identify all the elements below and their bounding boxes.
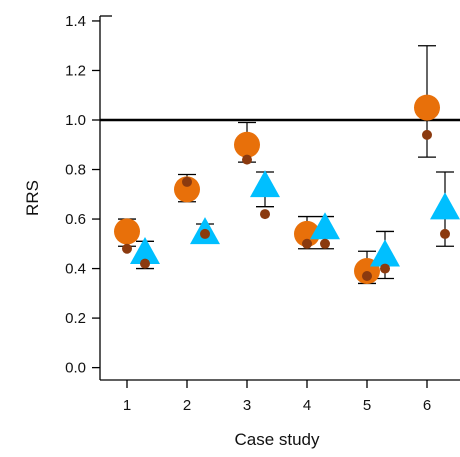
y-tick-label: 0.6 xyxy=(65,211,86,228)
y-tick-label: 1.4 xyxy=(65,13,86,30)
brown-dot-point xyxy=(200,228,210,239)
orange-circle-point xyxy=(114,218,140,245)
brown-dot-point xyxy=(302,238,312,249)
error-bar-layer xyxy=(118,45,454,285)
y-tick-label: 0.4 xyxy=(65,261,86,278)
x-axis-title: Case study xyxy=(234,430,320,449)
x-tick-label: 1 xyxy=(123,397,131,414)
blue-triangle-point xyxy=(310,212,340,240)
x-tick-label: 5 xyxy=(363,397,371,414)
blue-triangle-point xyxy=(130,236,160,264)
orange-circle-point xyxy=(174,176,200,203)
orange-circle-point xyxy=(234,131,260,158)
x-tick-label: 2 xyxy=(183,397,191,414)
brown-dot-point xyxy=(422,129,432,140)
blue-triangle-point xyxy=(430,192,460,220)
x-tick-label: 6 xyxy=(423,397,431,414)
brown-dot-point xyxy=(362,271,372,281)
y-tick-label: 0.8 xyxy=(65,162,86,179)
brown-dot-point xyxy=(122,243,132,254)
x-tick-label: 4 xyxy=(303,397,311,414)
marker-layer xyxy=(114,94,460,285)
brown-dot-point xyxy=(182,176,192,187)
brown-dot-point xyxy=(440,228,450,239)
blue-triangle-point xyxy=(370,239,400,267)
y-tick-label: 0.2 xyxy=(65,310,86,327)
y-tick-label: 1.2 xyxy=(65,62,86,79)
brown-dot-point xyxy=(380,263,390,274)
x-tick-label: 3 xyxy=(243,397,251,414)
orange-circle-point xyxy=(294,220,320,247)
brown-dot-point xyxy=(260,209,270,220)
y-tick-label: 1.0 xyxy=(65,112,86,129)
y-tick-label: 0.0 xyxy=(65,360,86,377)
axes xyxy=(99,15,460,381)
brown-dot-point xyxy=(140,258,150,269)
y-axis-title: RRS xyxy=(23,180,42,216)
orange-circle-point xyxy=(414,94,440,121)
blue-triangle-point xyxy=(250,170,280,198)
tick-layer: 0.0 0.2 0.4 0.6 0.8 1.0 1.2 1.4 1 2 3 4 5 6 xyxy=(65,13,431,414)
brown-dot-point xyxy=(320,238,330,249)
brown-dot-point xyxy=(242,154,252,165)
